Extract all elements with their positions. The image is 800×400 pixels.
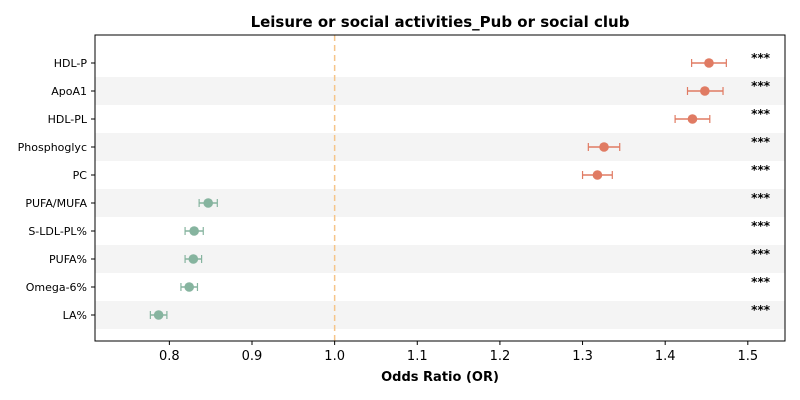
significance-label: *** [751, 275, 771, 289]
or-point [189, 226, 199, 236]
or-point [188, 254, 199, 264]
y-tick-label: PUFA/MUFA [25, 197, 87, 210]
significance-label: *** [751, 191, 771, 205]
x-tick-label: 1.3 [572, 349, 593, 364]
y-tick-label: Phosphoglyc [18, 141, 87, 154]
significance-label: *** [751, 163, 771, 177]
plot-marks: *** *** *** *** *** *** *** *** *** *** [149, 51, 771, 320]
row-band [95, 189, 785, 217]
x-tick-label: 0.8 [159, 349, 180, 364]
row-bands [95, 77, 785, 329]
significance-label: *** [751, 135, 771, 149]
y-tick-label: Omega-6% [26, 281, 87, 294]
y-axis: HDL-P ApoA1 HDL-PL Phosphoglyc PC PUFA/MUFA S-… [18, 57, 95, 322]
x-tick-label: 1.5 [737, 349, 758, 364]
y-tick-label: ApoA1 [51, 85, 87, 98]
x-tick-label: 1.4 [655, 349, 676, 364]
significance-label: *** [751, 79, 771, 93]
or-point [184, 282, 195, 292]
significance-label: *** [751, 247, 771, 261]
significance-label: *** [751, 107, 771, 121]
x-axis-label: Odds Ratio (OR) [381, 370, 499, 385]
x-tick-label: 1.2 [490, 349, 511, 364]
x-tick-label: 1.0 [324, 349, 345, 364]
significance-label: *** [751, 303, 771, 317]
y-tick-label: S-LDL-PL% [28, 225, 87, 238]
row-band [95, 77, 785, 105]
or-point [153, 310, 164, 320]
y-tick-label: LA% [63, 309, 87, 322]
y-tick-label: HDL-PL [48, 113, 88, 126]
x-axis: 0.8 0.9 1.0 1.1 1.2 1.3 1.4 1.5 [159, 341, 758, 364]
or-point [704, 58, 714, 68]
x-tick-label: 0.9 [242, 349, 263, 364]
significance-label: *** [751, 51, 771, 65]
or-point [599, 142, 609, 152]
y-tick-label: HDL-P [54, 57, 88, 70]
plot-frame [94, 34, 786, 342]
row-band [95, 301, 785, 329]
y-tick-label: PC [73, 169, 88, 182]
x-tick-label: 1.1 [407, 349, 428, 364]
or-point [203, 198, 214, 208]
or-point [700, 86, 710, 96]
significance-label: *** [751, 219, 771, 233]
row-band [95, 245, 785, 273]
row-band [95, 133, 785, 161]
y-tick-label: PUFA% [49, 253, 87, 266]
or-point [687, 114, 698, 124]
chart-title: Leisure or social activities_Pub or soci… [251, 13, 630, 31]
or-point [592, 170, 603, 180]
